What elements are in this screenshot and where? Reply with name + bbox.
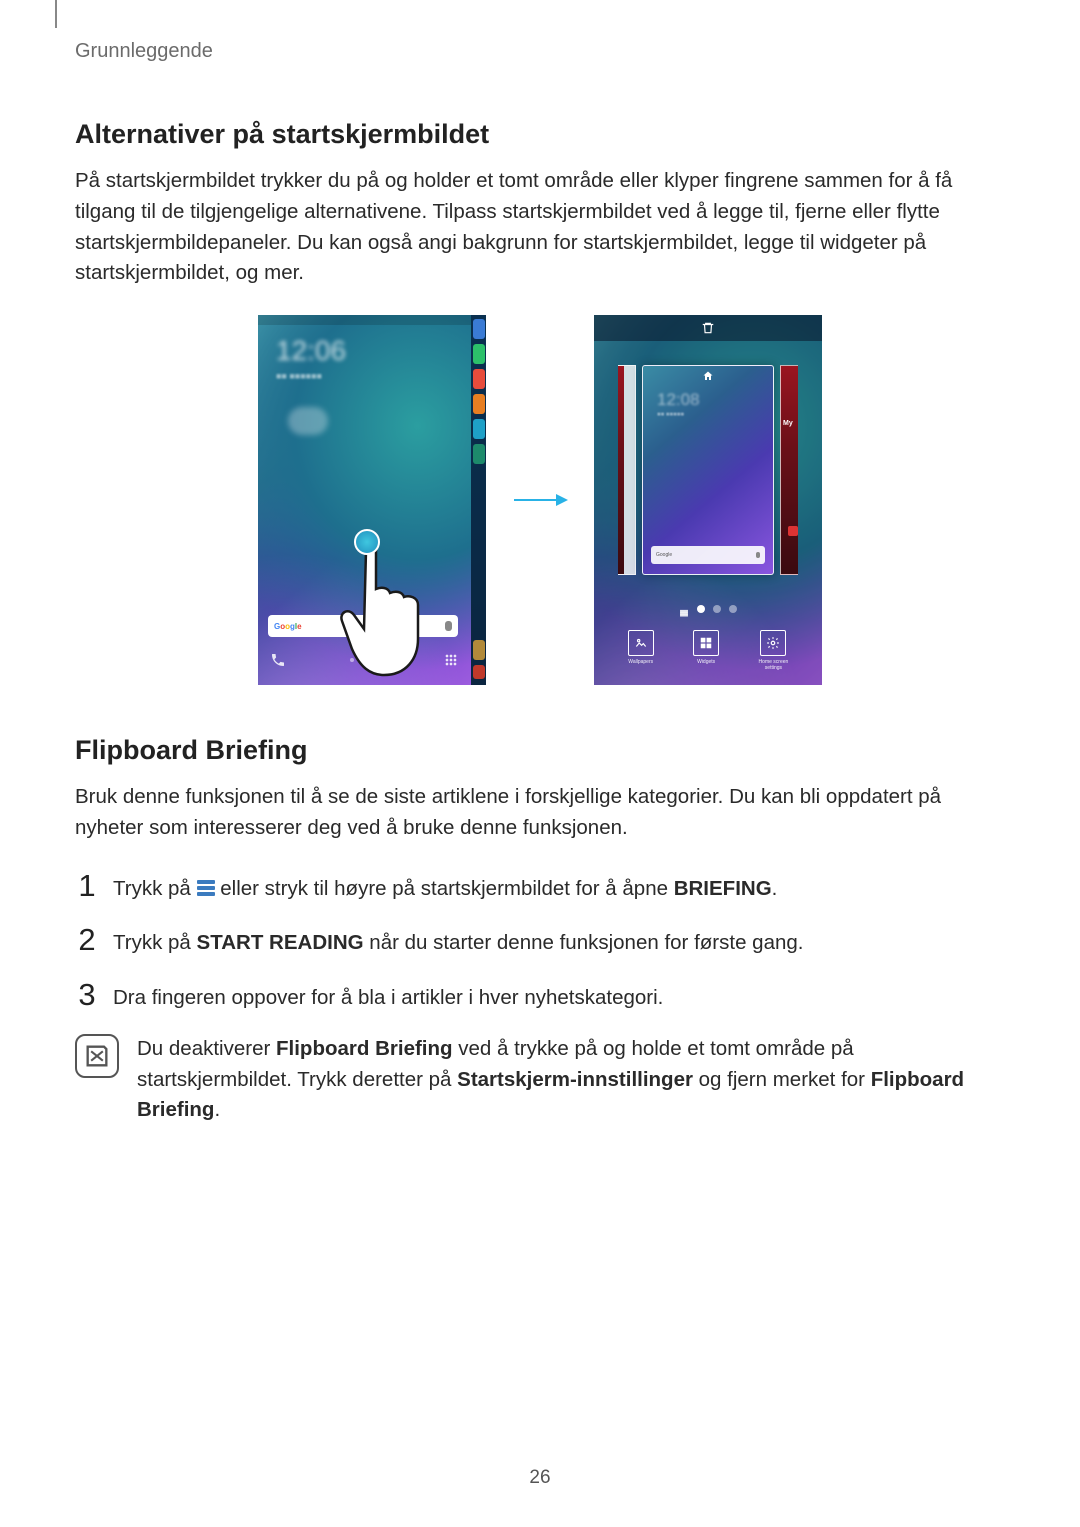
option-label: Wallpapers	[628, 659, 653, 665]
panel-dots	[594, 605, 822, 615]
settings-icon	[760, 630, 786, 656]
dot	[713, 605, 721, 613]
breadcrumb: Grunnleggende	[75, 40, 1005, 63]
google-search-bar: Google	[268, 615, 458, 637]
panel-time: 12:08	[657, 390, 700, 410]
edge-icon	[473, 394, 485, 414]
note-block: Du deaktiverer Flipboard Briefing ved å …	[75, 1034, 1005, 1126]
panel-date: ■■ ■■■■■	[657, 412, 684, 418]
section-body-1: På startskjermbildet trykker du på og ho…	[75, 166, 1005, 289]
step-text: Trykk på eller stryk til høyre på starts…	[113, 870, 777, 905]
panel-corner	[788, 526, 798, 536]
edge-icon	[473, 665, 485, 679]
step-1: 1 Trykk på eller stryk til høyre på star…	[75, 870, 1005, 905]
edge-icon	[473, 444, 485, 464]
dot	[729, 605, 737, 613]
status-bar	[258, 315, 471, 325]
clock-widget: 12:06	[276, 335, 346, 367]
text: Trykk på	[113, 931, 197, 954]
weather-widget	[288, 407, 328, 435]
text-bold: BRIEFING	[674, 877, 772, 900]
mic-icon	[445, 621, 452, 631]
step-3: 3 Dra fingeren oppover for å bla i artik…	[75, 979, 1005, 1014]
section-heading-2: Flipboard Briefing	[75, 735, 1005, 766]
text: Trykk på	[113, 877, 197, 900]
panel-tag: My	[783, 420, 793, 427]
phone-screenshot-right: 12:08 ■■ ■■■■■ Google My Wallpapers	[594, 315, 822, 685]
text: Du deaktiverer	[137, 1037, 276, 1060]
home-icon	[702, 370, 714, 382]
apps-icon	[443, 652, 459, 668]
edge-panel	[471, 315, 486, 685]
text: .	[772, 877, 778, 900]
edge-icon	[473, 319, 485, 339]
edge-icon	[473, 369, 485, 389]
date-widget: ■■ ■■■■■■	[276, 371, 322, 381]
step-number: 3	[75, 979, 99, 1010]
text: når du starter denne funksjonen for førs…	[364, 931, 804, 954]
step-text: Dra fingeren oppover for å bla i artikle…	[113, 979, 663, 1014]
edge-icon	[473, 419, 485, 439]
google-logo: Google	[274, 622, 302, 631]
note-text: Du deaktiverer Flipboard Briefing ved å …	[137, 1034, 1005, 1126]
home-dot-icon	[679, 605, 689, 615]
note-icon	[75, 1034, 119, 1078]
text-bold: Startskjerm-innstillinger	[457, 1068, 693, 1091]
widgets-option: Widgets	[693, 630, 719, 671]
status-bar	[594, 315, 822, 341]
phone-icon	[270, 652, 286, 668]
panel-preview-partial: My	[780, 365, 798, 575]
step-number: 2	[75, 924, 99, 955]
panel-preview-partial	[618, 365, 636, 575]
edge-icon	[473, 640, 485, 660]
edge-icon	[473, 344, 485, 364]
panel-search-bar: Google	[651, 546, 765, 564]
wallpapers-icon	[628, 630, 654, 656]
text-bold: Flipboard Briefing	[276, 1037, 453, 1060]
settings-option: Home screen settings	[759, 630, 789, 671]
step-number: 1	[75, 870, 99, 901]
text: eller stryk til høyre på startskjermbild…	[220, 877, 673, 900]
trash-icon	[701, 321, 715, 335]
panel-search-label: Google	[656, 552, 672, 558]
text-bold: START READING	[197, 931, 364, 954]
page-number: 26	[529, 1467, 550, 1489]
home-panels-row: 12:08 ■■ ■■■■■ Google My	[594, 365, 822, 583]
phone-screenshot-left: 12:06 ■■ ■■■■■■ Google	[258, 315, 486, 685]
briefing-icon	[197, 880, 215, 896]
text: .	[214, 1098, 220, 1121]
option-label: Home screen settings	[759, 659, 789, 671]
page-margin-mark	[55, 0, 57, 28]
panel-preview-main: 12:08 ■■ ■■■■■ Google	[642, 365, 774, 575]
phone-bottom-bar	[258, 645, 471, 675]
widgets-icon	[693, 630, 719, 656]
arrow-icon	[512, 490, 568, 510]
screenshot-row: 12:06 ■■ ■■■■■■ Google	[75, 315, 1005, 685]
step-text: Trykk på START READING når du starter de…	[113, 924, 803, 959]
option-label: Widgets	[697, 659, 715, 665]
text: og fjern merket for	[693, 1068, 871, 1091]
step-2: 2 Trykk på START READING når du starter …	[75, 924, 1005, 959]
panel-options-row: Wallpapers Widgets Home screen settings	[594, 630, 822, 671]
section-heading-1: Alternativer på startskjermbildet	[75, 119, 1005, 150]
dot	[697, 605, 705, 613]
wallpapers-option: Wallpapers	[628, 630, 654, 671]
page-dots	[350, 658, 379, 662]
section-body-2: Bruk denne funksjonen til å se de siste …	[75, 782, 1005, 844]
